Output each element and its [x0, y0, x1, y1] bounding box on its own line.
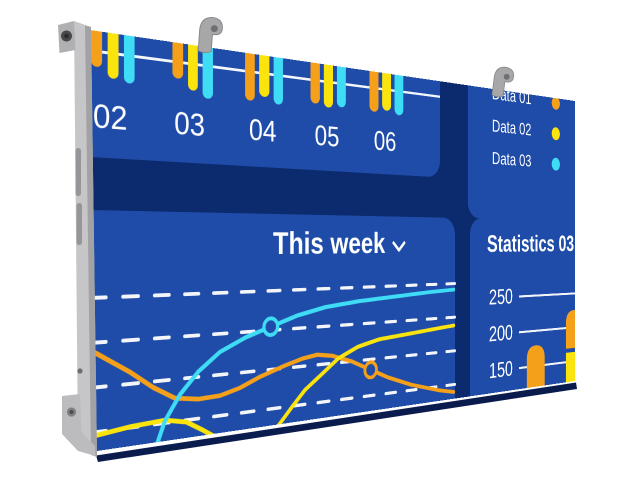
chevron-down-icon — [391, 233, 406, 253]
x-label-05: 05 — [314, 119, 340, 154]
clamp-hole — [503, 73, 510, 80]
frame-slot-lower — [76, 203, 82, 245]
foot-hole — [66, 407, 77, 417]
data-point-marker — [264, 318, 278, 336]
y-tick-250: 250 — [488, 284, 513, 310]
stats-gridline — [519, 293, 575, 297]
trend-line-2 — [140, 290, 454, 452]
data-point-marker — [365, 362, 377, 379]
x-label-03: 03 — [174, 105, 205, 144]
x-label-04: 04 — [248, 112, 277, 149]
x-label-02: 02 — [92, 97, 128, 138]
stats-title: Statistics 03 — [486, 230, 575, 257]
stats-bar-1 — [565, 309, 576, 349]
frame-hole — [77, 368, 83, 374]
x-label-06: 06 — [373, 125, 397, 158]
frame-slot-upper — [75, 148, 81, 196]
frame-bolt-center — [64, 33, 69, 39]
legend-dot-cyan — [551, 157, 560, 171]
clamp-hole — [210, 25, 218, 33]
this-week-label: This week — [272, 225, 386, 262]
trend-line-1 — [90, 325, 454, 452]
screen: 02 03 04 05 06 Data 01 Data 02 Data 03 T… — [90, 30, 576, 452]
frame-top-cap — [58, 21, 76, 53]
frame-bolt — [61, 30, 72, 42]
foot-hole-center — [69, 409, 74, 415]
stats-bar-1 — [565, 350, 576, 402]
stats-bar-0 — [526, 344, 545, 408]
legend-label-data02: Data 02 — [491, 116, 532, 140]
legend-label-data03: Data 03 — [491, 148, 532, 171]
this-week-dropdown[interactable]: This week — [260, 225, 414, 262]
legend-dot-orange — [551, 96, 560, 111]
legend-dot-yellow — [551, 126, 560, 141]
